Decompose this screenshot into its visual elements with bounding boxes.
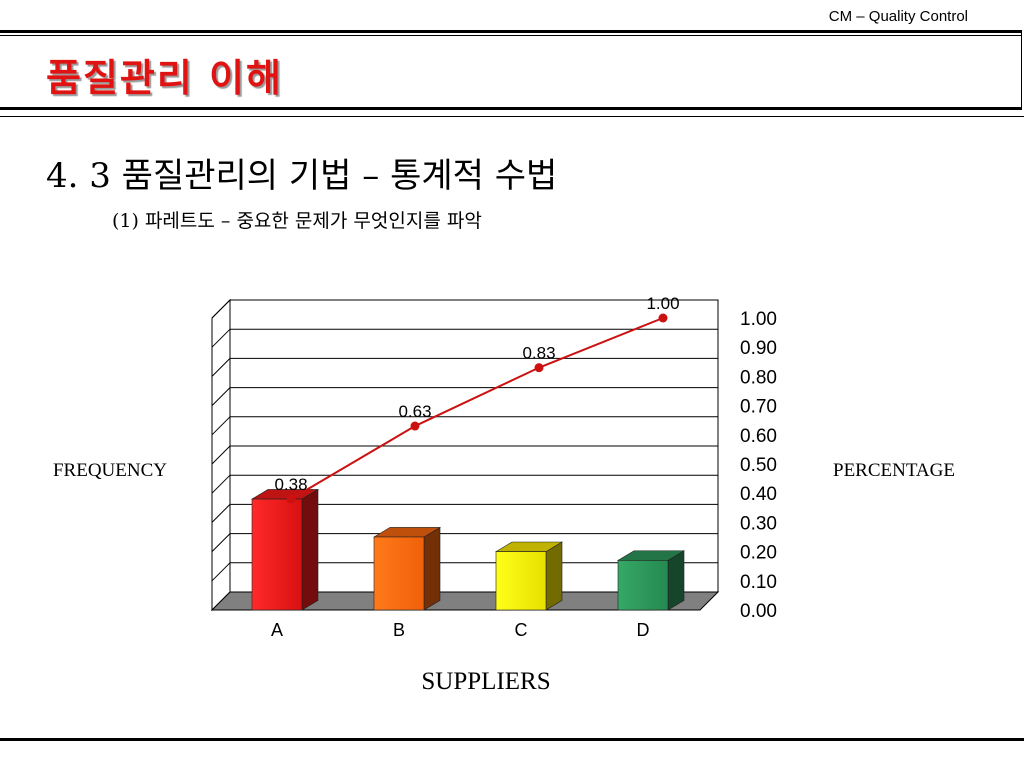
gridline [211, 474, 231, 494]
gridline [211, 299, 231, 319]
cumulative-line-path [290, 317, 664, 500]
y-axis-right-label: PERCENTAGE [833, 460, 955, 481]
course-label: CM – Quality Control [828, 8, 968, 25]
y-axis-right-tick: 0.90 [740, 338, 777, 359]
y-axis-right-tick: 0.60 [740, 426, 777, 447]
title-bar: 품질관리 이해 [0, 30, 1022, 110]
bar-side-a [301, 488, 319, 611]
x-axis-tick: B [393, 620, 405, 640]
gridline [211, 562, 231, 582]
cumulative-data-label: 1.00 [646, 294, 679, 313]
y-axis-right-tick: 0.40 [740, 484, 777, 505]
cumulative-point [534, 363, 544, 373]
bar-side-b [423, 526, 441, 611]
x-axis-tick: A [271, 620, 283, 640]
cumulative-data-label: 0.63 [398, 402, 431, 421]
gridline [211, 533, 231, 552]
cumulative-point [658, 313, 668, 323]
x-axis-tick: C [515, 620, 528, 640]
gridline [211, 416, 231, 436]
cumulative-point [286, 494, 296, 504]
section-heading: 4. 3 품질관리의 기법 – 통계적 수법 [46, 156, 558, 196]
x-axis-tick: D [637, 620, 650, 640]
cumulative-data-label: 0.38 [274, 475, 307, 494]
y-axis-right-tick: 0.10 [740, 572, 777, 593]
bar-c [495, 551, 547, 611]
pareto-chart: 1.00 0.90 0.80 0.70 0.60 0.50 0.40 0.30 0.20 0.10… [53, 294, 955, 695]
bar-a [251, 498, 303, 611]
bar-d [617, 560, 669, 611]
y-axis-right-tick: 0.50 [740, 455, 777, 476]
gridline [211, 504, 231, 523]
footer-divider [0, 738, 1024, 741]
y-axis-right-tick: 1.00 [740, 309, 777, 330]
y-axis-left-label: FREQUENCY [53, 460, 167, 481]
chart-bars [250, 488, 686, 611]
gridline [211, 358, 231, 377]
cumulative-line [286, 313, 668, 504]
x-axis-label: SUPPLIERS [421, 668, 550, 695]
bar-b [373, 536, 425, 611]
gridline [211, 387, 231, 406]
y-axis-right-tick: 0.70 [740, 397, 777, 418]
y-axis-right-tick: 0.00 [740, 601, 777, 622]
y-axis-right-tick: 0.80 [740, 367, 777, 388]
sub-heading: (1) 파레트도 – 중요한 문제가 무엇인지를 파악 [112, 210, 482, 232]
bar-side-c [545, 541, 563, 611]
header-divider [0, 116, 1024, 117]
cumulative-data-label: 0.83 [522, 344, 555, 363]
y-axis-right-tick: 0.20 [740, 543, 777, 564]
page-title: 품질관리 이해 [46, 56, 283, 100]
gridline [211, 445, 231, 465]
gridline [211, 328, 231, 348]
bar-side-d [667, 550, 685, 611]
y-axis-right-tick: 0.30 [740, 513, 777, 534]
chart-labels: 1.00 0.90 0.80 0.70 0.60 0.50 0.40 0.30 0.20 0.10… [271, 294, 777, 640]
cumulative-point [410, 421, 420, 431]
